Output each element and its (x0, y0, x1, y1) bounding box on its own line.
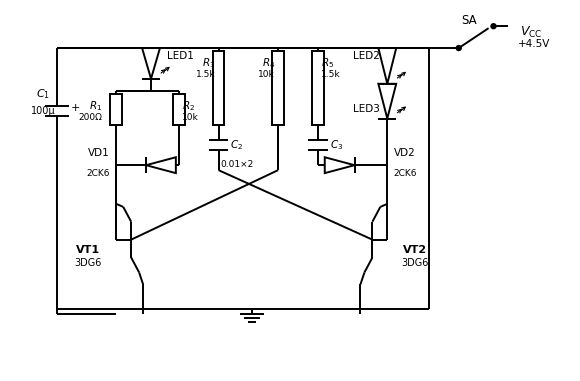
Bar (312, 51, 324, 125)
Text: $V_{\rm CC}$: $V_{\rm CC}$ (520, 25, 543, 40)
Text: 3DG6: 3DG6 (75, 258, 102, 269)
Circle shape (491, 24, 496, 29)
Text: LED3: LED3 (353, 104, 379, 114)
Circle shape (456, 46, 461, 51)
Text: $R_1$: $R_1$ (89, 99, 103, 112)
Text: $R_3$: $R_3$ (202, 56, 216, 70)
Text: 10k: 10k (182, 113, 198, 122)
Text: VD2: VD2 (394, 148, 416, 158)
Text: 3DG6: 3DG6 (401, 258, 429, 269)
Bar (272, 51, 284, 125)
Text: $R_2$: $R_2$ (182, 99, 195, 112)
Bar (173, 94, 185, 125)
Text: 2CK6: 2CK6 (86, 169, 110, 178)
Text: $R_5$: $R_5$ (321, 56, 334, 70)
Text: VD1: VD1 (88, 148, 109, 158)
Text: 200Ω: 200Ω (78, 113, 103, 122)
Text: SA: SA (461, 14, 477, 27)
Text: $C_3$: $C_3$ (329, 138, 343, 152)
Text: 1.5k: 1.5k (321, 70, 340, 79)
Text: 0.01×2: 0.01×2 (220, 160, 254, 169)
Text: LED1: LED1 (167, 51, 194, 61)
Text: 10k: 10k (258, 70, 275, 79)
Text: $C_1$: $C_1$ (36, 87, 50, 101)
Text: +: + (71, 102, 80, 113)
Text: VT1: VT1 (77, 245, 100, 255)
Bar (212, 51, 224, 125)
Text: +4.5V: +4.5V (519, 39, 550, 49)
Text: $R_4$: $R_4$ (262, 56, 275, 70)
Bar (110, 94, 122, 125)
Text: 1.5k: 1.5k (196, 70, 216, 79)
Text: LED2: LED2 (353, 51, 379, 61)
Text: 2CK6: 2CK6 (393, 169, 417, 178)
Text: VT2: VT2 (403, 245, 427, 255)
Text: $C_2$: $C_2$ (230, 138, 244, 152)
Text: 100μ: 100μ (31, 106, 55, 115)
